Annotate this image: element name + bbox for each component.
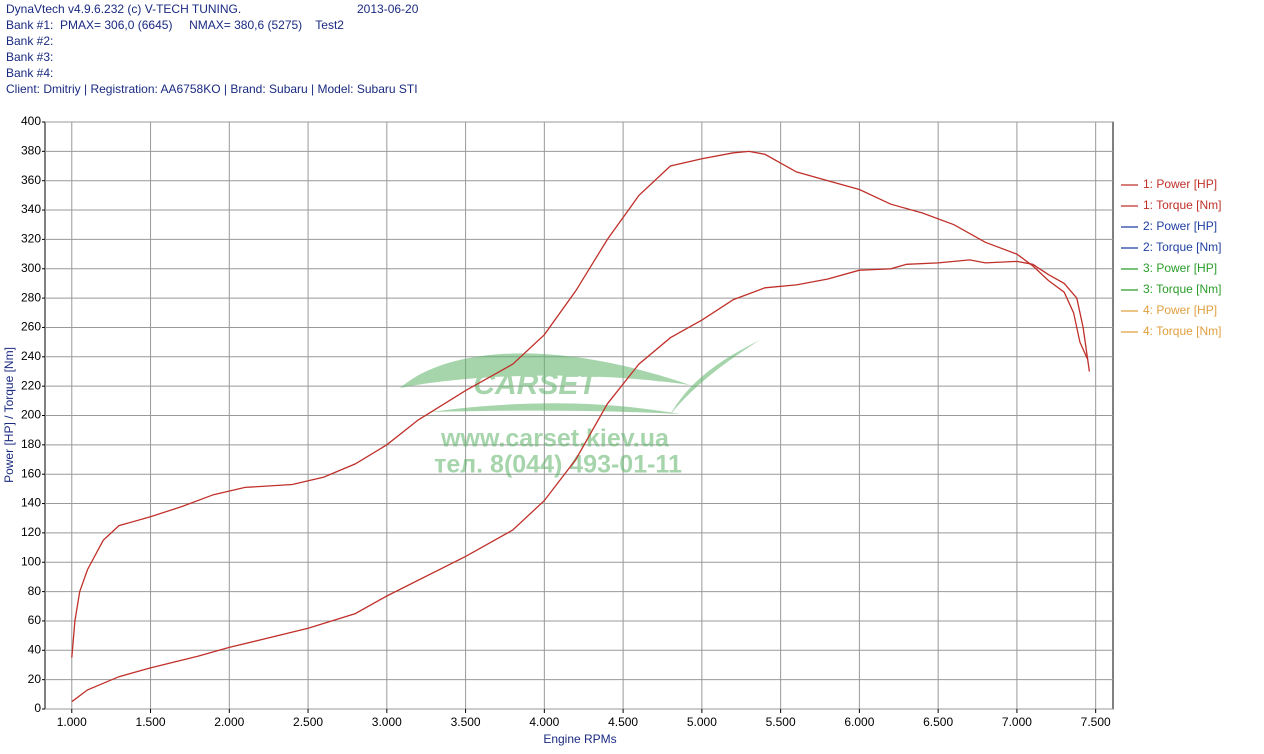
legend-label: 2: Torque [Nm] xyxy=(1143,240,1221,254)
y-tick-label: 320 xyxy=(21,232,41,246)
x-tick-label: 3.000 xyxy=(372,715,402,729)
legend-label: 2: Power [HP] xyxy=(1143,219,1217,233)
y-tick-label: 0 xyxy=(34,701,41,715)
y-tick-label: 280 xyxy=(21,290,41,304)
x-tick-label: 5.000 xyxy=(687,715,717,729)
y-tick-label: 360 xyxy=(21,173,41,187)
x-tick-label: 6.000 xyxy=(844,715,874,729)
header-line: Bank #3: xyxy=(6,50,53,64)
y-tick-label: 340 xyxy=(21,202,41,216)
x-axis-label: Engine RPMs xyxy=(543,732,616,746)
header-line: Bank #2: xyxy=(6,34,53,48)
x-tick-label: 6.500 xyxy=(923,715,953,729)
header-line: DynaVtech v4.9.6.232 (c) V-TECH TUNING. xyxy=(6,2,241,16)
y-tick-label: 180 xyxy=(21,437,41,451)
grid xyxy=(45,121,1113,710)
x-tick-label: 2.000 xyxy=(214,715,244,729)
x-tick-label: 7.500 xyxy=(1081,715,1111,729)
y-tick-label: 80 xyxy=(28,584,42,598)
y-tick-label: 40 xyxy=(28,642,42,656)
legend-label: 3: Power [HP] xyxy=(1143,261,1217,275)
y-tick-label: 140 xyxy=(21,496,41,510)
y-tick-label: 100 xyxy=(21,554,41,568)
x-tick-label: 5.500 xyxy=(766,715,796,729)
watermark-phone: тел. 8(044) 493-01-11 xyxy=(434,451,682,479)
y-tick-label: 220 xyxy=(21,378,41,392)
x-tick-label: 1.000 xyxy=(57,715,87,729)
x-tick-label: 1.500 xyxy=(136,715,166,729)
watermark-swoosh xyxy=(400,353,690,388)
y-tick-label: 20 xyxy=(28,672,42,686)
date: 2013-06-20 xyxy=(357,2,419,16)
watermark: CARSET www.carset.kiev.ua тел. 8(044) 49… xyxy=(400,340,760,479)
legend-label: 4: Power [HP] xyxy=(1143,303,1217,317)
x-tick-label: 4.500 xyxy=(608,715,638,729)
legend-label: 1: Power [HP] xyxy=(1143,177,1217,191)
series-line xyxy=(71,259,1091,703)
x-tick-label: 7.000 xyxy=(1002,715,1032,729)
y-tick-label: 380 xyxy=(21,144,41,158)
watermark-swoosh xyxy=(430,403,680,414)
y-axis-label: Power [HP] / Torque [Nm] xyxy=(2,347,16,483)
header-line: Bank #1: PMAX= 306,0 (6645) NMAX= 380,6 … xyxy=(6,18,344,32)
y-tick-label: 160 xyxy=(21,466,41,480)
y-tick-label: 60 xyxy=(28,613,42,627)
watermark-url: www.carset.kiev.ua xyxy=(440,425,670,453)
y-tick-label: 260 xyxy=(21,320,41,334)
y-tick-label: 240 xyxy=(21,349,41,363)
x-tick-label: 4.000 xyxy=(529,715,559,729)
legend-label: 4: Torque [Nm] xyxy=(1143,324,1221,338)
legend-label: 3: Torque [Nm] xyxy=(1143,282,1221,296)
header-line: Client: Dmitriy | Registration: AA6758KO… xyxy=(6,82,418,96)
header-line: Bank #4: xyxy=(6,66,53,80)
watermark-logo: CARSET xyxy=(473,368,599,401)
x-tick-label: 2.500 xyxy=(293,715,323,729)
y-tick-label: 300 xyxy=(21,261,41,275)
y-tick-label: 200 xyxy=(21,408,41,422)
series-line xyxy=(71,150,1089,658)
x-tick-label: 3.500 xyxy=(451,715,481,729)
legend-label: 1: Torque [Nm] xyxy=(1143,198,1221,212)
y-tick-label: 120 xyxy=(21,525,41,539)
y-tick-label: 400 xyxy=(21,114,41,128)
